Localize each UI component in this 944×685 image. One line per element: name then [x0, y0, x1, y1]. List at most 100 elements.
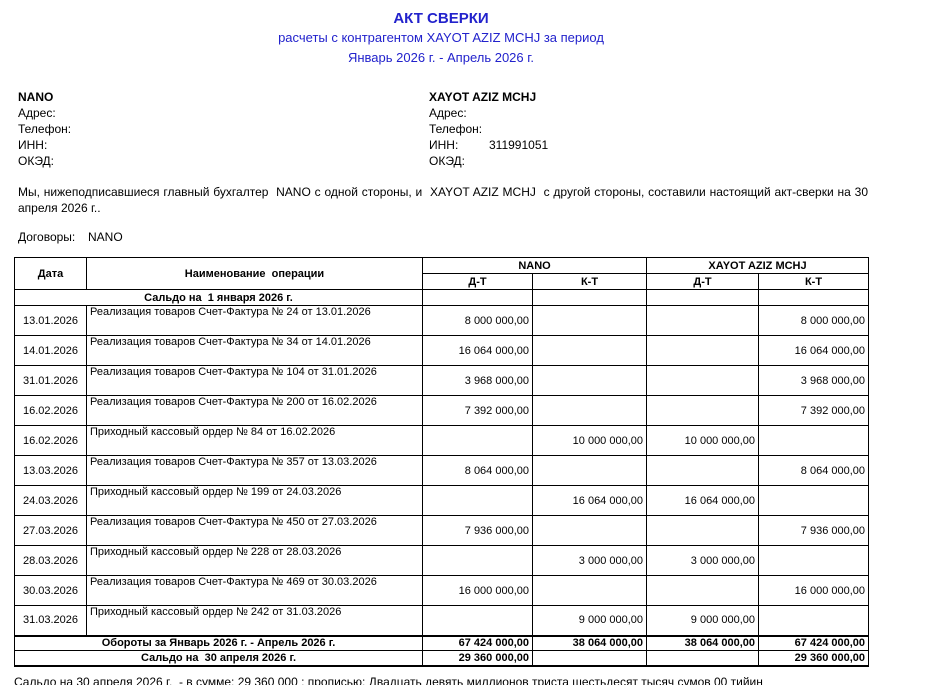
table-row: 16.02.2026 Приходный кассовый ордер № 84… [14, 425, 870, 456]
phone-label: Телефон: [18, 122, 72, 136]
party-left-name: NANO [18, 90, 54, 104]
nano-credit-cell: 16 064 000,00 [531, 485, 648, 516]
closing-xayot-credit: 29 360 000,00 [758, 650, 870, 667]
xayot-credit-cell [758, 545, 870, 576]
xayot-debit-cell [646, 365, 760, 396]
party-right-address: Адрес: [429, 105, 836, 121]
xayot-debit-cell [646, 395, 760, 426]
operation-cell: Реализация товаров Счет-Фактура № 104 от… [86, 365, 423, 396]
nano-debit-cell [422, 485, 533, 516]
subtitle-counterparty: расчеты с контрагентом XAYOT AZIZ MCHJ з… [278, 30, 604, 45]
nano-debit-cell: 16 064 000,00 [422, 335, 533, 366]
xayot-debit-cell [646, 515, 760, 546]
nano-credit-cell: 10 000 000,00 [531, 425, 648, 456]
date-cell: 24.03.2026 [14, 485, 87, 516]
party-right-oked: ОКЭД: [429, 153, 836, 169]
phone-label: Телефон: [429, 122, 483, 136]
inn-label: ИНН: [18, 138, 48, 152]
date-cell: 14.01.2026 [14, 335, 87, 366]
nano-debit-cell [422, 425, 533, 456]
xayot-debit-cell [646, 305, 760, 336]
closing-nano-debit: 29 360 000,00 [422, 650, 533, 667]
operation-cell: Реализация товаров Счет-Фактура № 34 от … [86, 335, 423, 366]
oked-label: ОКЭД: [18, 154, 55, 168]
nano-credit-cell [531, 575, 648, 606]
column-header-xayot-debit: Д-Т [646, 273, 760, 290]
xayot-credit-cell: 7 936 000,00 [758, 515, 870, 546]
nano-debit-cell: 8 000 000,00 [422, 305, 533, 336]
xayot-credit-cell: 8 064 000,00 [758, 455, 870, 486]
xayot-debit-cell: 10 000 000,00 [646, 425, 760, 456]
column-group-nano: NANO [421, 257, 648, 274]
inn-value: 311991051 [489, 138, 549, 152]
table-row: 30.03.2026 Реализация товаров Счет-Факту… [14, 575, 870, 606]
table-body: Сальдо на 1 января 2026 г. 13.01.2026 Ре… [14, 289, 870, 667]
date-cell: 13.03.2026 [14, 455, 87, 486]
preamble-text: Мы, нижеподписавшиеся главный бухгалтер … [18, 185, 872, 215]
column-header-operation: Наименование операции [86, 257, 423, 290]
date-cell: 31.01.2026 [14, 365, 87, 396]
xayot-debit-cell [646, 289, 760, 306]
party-left-oked: ОКЭД: [18, 153, 425, 169]
date-cell: 28.03.2026 [14, 545, 87, 576]
xayot-debit-cell [646, 335, 760, 366]
page-title: АКТ СВЕРКИ [393, 10, 489, 27]
nano-credit-cell [531, 515, 648, 546]
document-header: АКТ СВЕРКИ расчеты с контрагентом XAYOT … [14, 10, 868, 68]
column-header-xayot-credit: К-Т [758, 273, 870, 290]
operation-cell: Приходный кассовый ордер № 242 от 31.03.… [86, 605, 423, 636]
xayot-credit-cell: 16 000 000,00 [758, 575, 870, 606]
column-header-nano-debit: Д-Т [422, 273, 533, 290]
contracts-line: Договоры: NANO [18, 229, 868, 245]
closing-xayot-debit [646, 650, 760, 667]
nano-credit-cell [531, 365, 648, 396]
nano-debit-cell: 7 392 000,00 [422, 395, 533, 426]
xayot-credit-cell [758, 485, 870, 516]
date-cell: 16.02.2026 [14, 425, 87, 456]
xayot-credit-cell [758, 425, 870, 456]
table-row: 31.03.2026 Приходный кассовый ордер № 24… [14, 605, 870, 636]
header-row-companies: Дата Наименование операции NANO XAYOT AZ… [14, 257, 870, 290]
xayot-credit-cell: 16 064 000,00 [758, 335, 870, 366]
nano-debit-cell: 7 936 000,00 [422, 515, 533, 546]
table-row: 31.01.2026 Реализация товаров Счет-Факту… [14, 365, 870, 396]
nano-credit-cell: 9 000 000,00 [531, 605, 648, 636]
table-row: 13.01.2026 Реализация товаров Счет-Факту… [14, 305, 870, 336]
nano-credit-cell [531, 335, 648, 366]
xayot-debit-cell: 16 064 000,00 [646, 485, 760, 516]
date-cell: 16.02.2026 [14, 395, 87, 426]
party-right-inn: ИНН: 311991051 [429, 137, 836, 153]
nano-debit-cell: 16 000 000,00 [422, 575, 533, 606]
turnover-nano-credit: 38 064 000,00 [531, 634, 648, 651]
nano-debit-cell: 3 968 000,00 [422, 365, 533, 396]
party-right-name: XAYOT AZIZ MCHJ [429, 90, 537, 104]
xayot-credit-cell: 7 392 000,00 [758, 395, 870, 426]
closing-balance-label: Сальдо на 30 апреля 2026 г. [14, 650, 423, 667]
party-right: XAYOT AZIZ MCHJ Адрес: Телефон: ИНН: 311… [425, 89, 836, 169]
operation-cell: Приходный кассовый ордер № 228 от 28.03.… [86, 545, 423, 576]
table-row: 28.03.2026 Приходный кассовый ордер № 22… [14, 545, 870, 576]
xayot-debit-cell: 3 000 000,00 [646, 545, 760, 576]
inn-label: ИНН: [429, 138, 459, 152]
column-header-date: Дата [14, 257, 87, 290]
closing-nano-credit [531, 650, 648, 667]
document-body: АКТ СВЕРКИ расчеты с контрагентом XAYOT … [14, 10, 872, 685]
party-left-phone: Телефон: [18, 121, 425, 137]
xayot-debit-cell [646, 575, 760, 606]
column-header-nano-credit: К-Т [531, 273, 648, 290]
reconciliation-table: Дата Наименование операции NANO XAYOT AZ… [14, 257, 870, 667]
nano-debit-cell [422, 545, 533, 576]
party-left-address: Адрес: [18, 105, 425, 121]
date-cell: 31.03.2026 [14, 605, 87, 636]
date-cell: 30.03.2026 [14, 575, 87, 606]
operation-cell: Приходный кассовый ордер № 199 от 24.03.… [86, 485, 423, 516]
operation-cell: Реализация товаров Счет-Фактура № 200 от… [86, 395, 423, 426]
nano-credit-cell: 3 000 000,00 [531, 545, 648, 576]
subtitle-period: Январь 2026 г. - Апрель 2026 г. [347, 50, 535, 65]
table-header: Дата Наименование операции NANO XAYOT AZ… [14, 257, 870, 290]
operation-cell: Приходный кассовый ордер № 84 от 16.02.2… [86, 425, 423, 456]
parties-block: NANO Адрес: Телефон: ИНН: ОКЭД: [14, 89, 868, 169]
nano-credit-cell [531, 289, 648, 306]
operation-cell: Реализация товаров Счет-Фактура № 469 от… [86, 575, 423, 606]
turnover-xayot-debit: 38 064 000,00 [646, 634, 760, 651]
